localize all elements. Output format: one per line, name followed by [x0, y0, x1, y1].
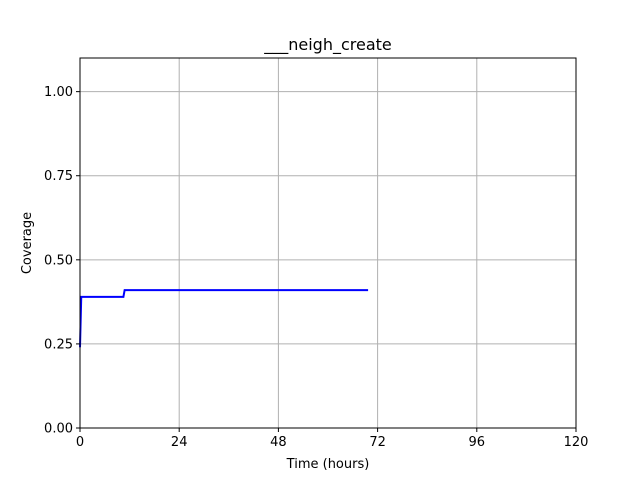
y-tick-label: 0.50 [44, 253, 73, 268]
x-tick-label: 72 [369, 435, 386, 450]
y-tick-label: 0.00 [44, 422, 73, 437]
x-tick-label: 96 [469, 435, 486, 450]
y-tick-label: 0.25 [44, 337, 73, 352]
y-tick-label: 1.00 [44, 85, 73, 100]
x-axis-label: Time (hours) [286, 457, 370, 472]
series-layer [79, 289, 369, 348]
plot-frame [79, 57, 577, 429]
chart-title: ___neigh_create [263, 35, 392, 55]
x-tick-label: 120 [564, 435, 589, 450]
x-tick-label: 24 [171, 435, 188, 450]
y-tick-label: 0.75 [44, 169, 73, 184]
y-axis-label: Coverage [20, 212, 35, 274]
ticks: 0 24 48 72 96 120 0.00 0.25 0.50 0.75 1.00 [44, 85, 588, 450]
coverage-series-line [79, 289, 369, 348]
x-tick-label: 48 [270, 435, 287, 450]
x-tick-label: 0 [76, 435, 84, 450]
